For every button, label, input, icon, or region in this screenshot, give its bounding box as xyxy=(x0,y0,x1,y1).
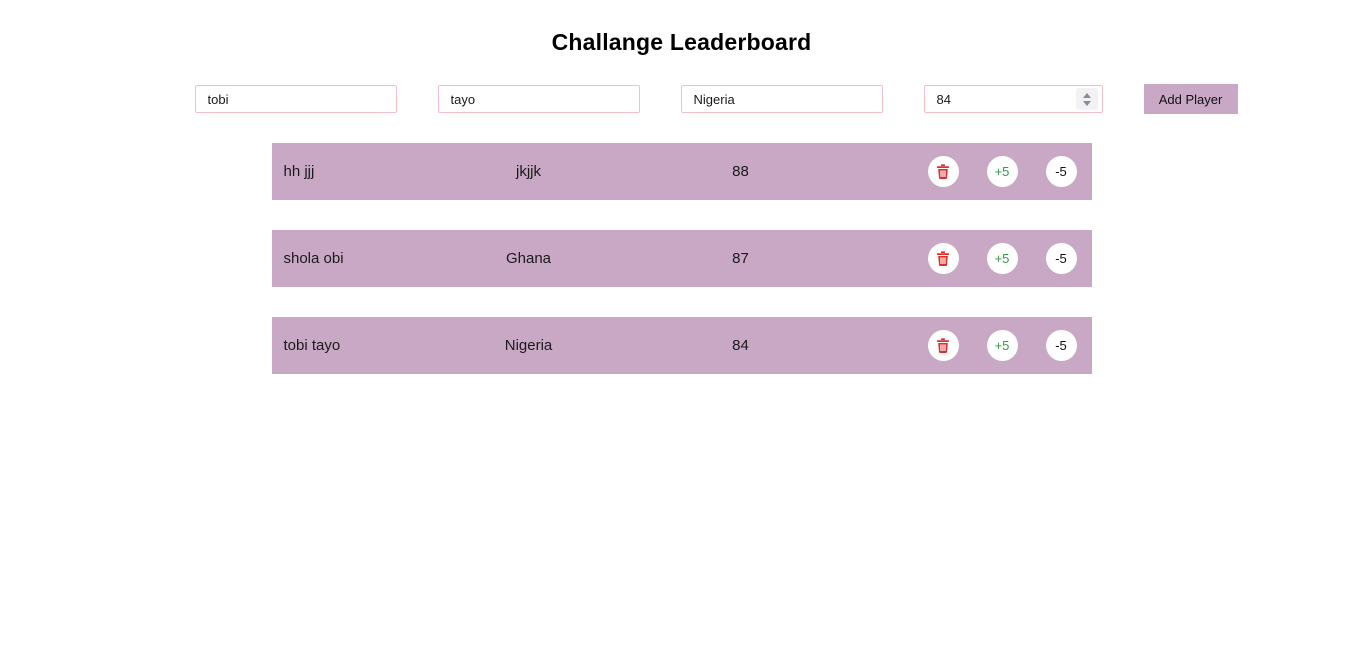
first-name-input[interactable] xyxy=(194,85,397,113)
trash-icon xyxy=(936,164,950,179)
number-spinner[interactable] xyxy=(1075,88,1098,110)
player-score: 84 xyxy=(732,337,749,354)
spinner-up-icon[interactable] xyxy=(1082,92,1091,98)
last-name-input[interactable] xyxy=(437,85,640,113)
delete-player-button[interactable] xyxy=(927,330,959,361)
add-player-form: Add Player xyxy=(194,84,1238,114)
player-row: hh jjj jkjjk 88 xyxy=(271,143,1092,200)
player-name: shola obi xyxy=(283,250,344,267)
delete-player-button[interactable] xyxy=(927,156,959,187)
player-name: tobi tayo xyxy=(283,337,341,354)
increment-score-button[interactable]: +5 xyxy=(986,156,1018,187)
page-title: Challange Leaderboard xyxy=(551,29,812,55)
row-actions: +5 -5 xyxy=(927,156,1077,187)
delete-player-button[interactable] xyxy=(927,243,959,274)
add-player-button[interactable]: Add Player xyxy=(1143,84,1238,114)
score-number-field xyxy=(923,85,1103,113)
trash-icon xyxy=(936,251,950,266)
trash-icon xyxy=(936,338,950,353)
player-row: tobi tayo Nigeria 84 xyxy=(271,317,1092,374)
player-name: hh jjj xyxy=(283,163,315,180)
player-score: 87 xyxy=(732,250,749,267)
player-country: jkjjk xyxy=(516,163,541,180)
decrement-score-button[interactable]: -5 xyxy=(1045,330,1077,361)
player-score: 88 xyxy=(732,163,749,180)
leaderboard-list: hh jjj jkjjk 88 xyxy=(271,143,1092,374)
player-row: shola obi Ghana 87 xyxy=(271,230,1092,287)
row-actions: +5 -5 xyxy=(927,243,1077,274)
row-actions: +5 -5 xyxy=(927,330,1077,361)
increment-score-button[interactable]: +5 xyxy=(986,330,1018,361)
increment-score-button[interactable]: +5 xyxy=(986,243,1018,274)
decrement-score-button[interactable]: -5 xyxy=(1045,243,1077,274)
player-country: Ghana xyxy=(505,250,552,267)
country-input[interactable] xyxy=(680,85,883,113)
score-input[interactable] xyxy=(923,85,1103,113)
player-country: Nigeria xyxy=(504,337,553,354)
decrement-score-button[interactable]: -5 xyxy=(1045,156,1077,187)
spinner-down-icon[interactable] xyxy=(1082,100,1091,106)
